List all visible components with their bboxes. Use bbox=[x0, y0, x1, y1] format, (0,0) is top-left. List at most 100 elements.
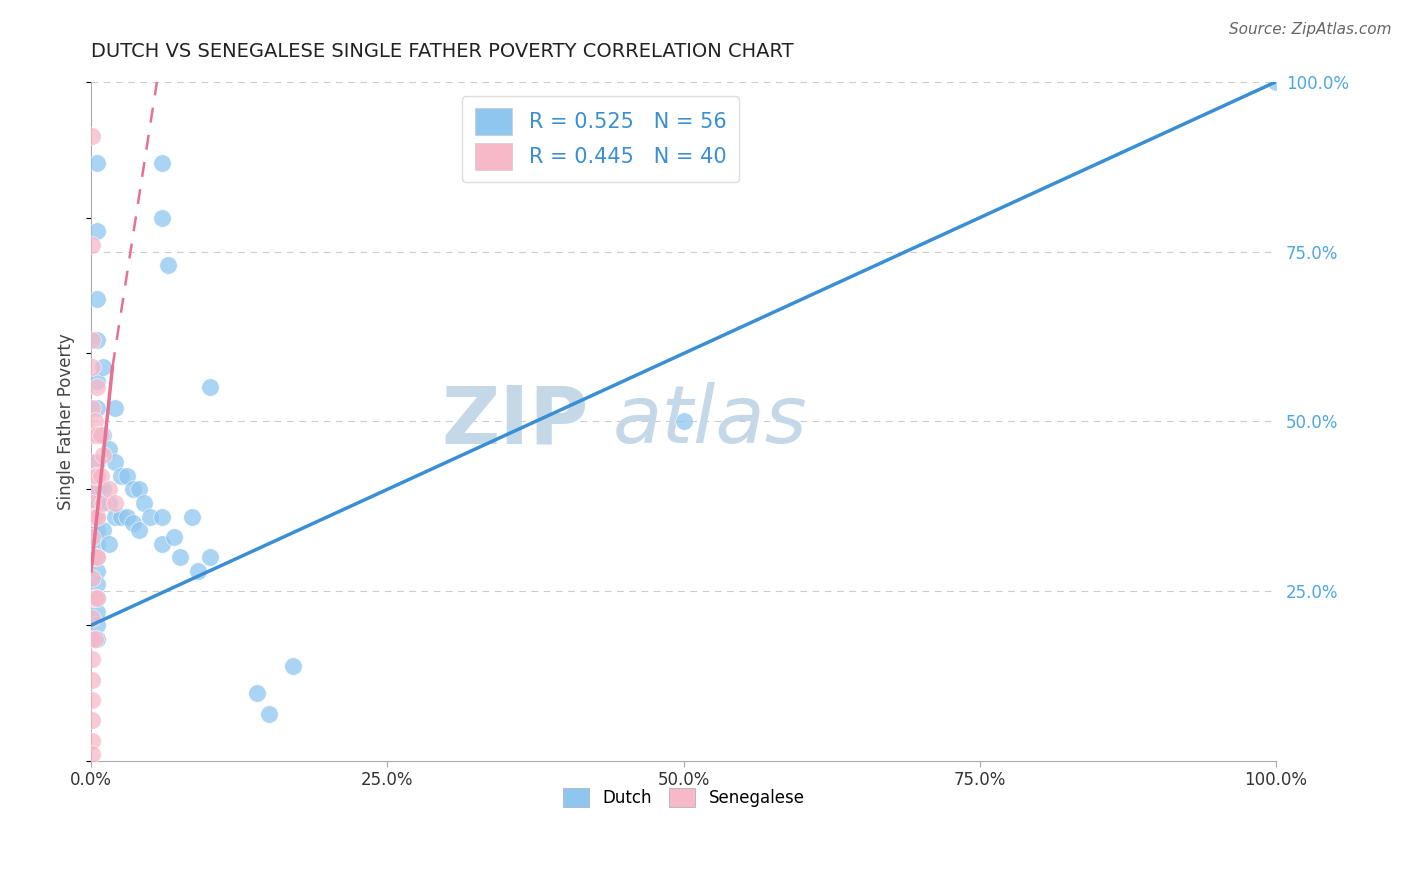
Point bbox=[91, 483, 114, 497]
Point bbox=[110, 509, 132, 524]
Point bbox=[150, 211, 173, 225]
Point bbox=[83, 632, 105, 646]
Point bbox=[115, 468, 138, 483]
Point bbox=[198, 550, 221, 565]
Point bbox=[86, 428, 108, 442]
Point bbox=[86, 509, 108, 524]
Point bbox=[86, 496, 108, 510]
Point bbox=[86, 428, 108, 442]
Point bbox=[90, 428, 112, 442]
Text: atlas: atlas bbox=[613, 383, 807, 460]
Point bbox=[128, 483, 150, 497]
Point bbox=[82, 632, 104, 646]
Point bbox=[86, 591, 108, 605]
Point bbox=[86, 468, 108, 483]
Point bbox=[86, 401, 108, 415]
Point bbox=[91, 523, 114, 537]
Point bbox=[82, 401, 104, 415]
Point bbox=[134, 496, 156, 510]
Point bbox=[82, 509, 104, 524]
Point bbox=[82, 428, 104, 442]
Point bbox=[257, 706, 280, 721]
Text: DUTCH VS SENEGALESE SINGLE FATHER POVERTY CORRELATION CHART: DUTCH VS SENEGALESE SINGLE FATHER POVERT… bbox=[91, 42, 794, 61]
Point bbox=[86, 523, 108, 537]
Point bbox=[121, 483, 143, 497]
Point bbox=[82, 733, 104, 747]
Point bbox=[150, 509, 173, 524]
Point bbox=[86, 374, 108, 388]
Point bbox=[115, 509, 138, 524]
Point bbox=[86, 509, 108, 524]
Point bbox=[86, 224, 108, 238]
Point bbox=[83, 468, 105, 483]
Point bbox=[86, 618, 108, 632]
Point bbox=[86, 564, 108, 578]
Point bbox=[82, 673, 104, 687]
Point bbox=[86, 550, 108, 565]
Point bbox=[104, 455, 127, 469]
Point bbox=[82, 591, 104, 605]
Point bbox=[150, 537, 173, 551]
Point bbox=[86, 550, 108, 565]
Point bbox=[82, 129, 104, 144]
Point bbox=[82, 693, 104, 707]
Point bbox=[83, 414, 105, 428]
Point bbox=[86, 292, 108, 306]
Point bbox=[82, 652, 104, 666]
Point bbox=[104, 496, 127, 510]
Point bbox=[110, 468, 132, 483]
Point bbox=[86, 591, 108, 605]
Point bbox=[281, 659, 304, 673]
Point bbox=[139, 509, 162, 524]
Point bbox=[82, 483, 104, 497]
Point bbox=[121, 516, 143, 531]
Point bbox=[86, 333, 108, 347]
Point bbox=[672, 414, 695, 428]
Point bbox=[104, 509, 127, 524]
Point bbox=[198, 380, 221, 394]
Point bbox=[97, 537, 120, 551]
Point bbox=[86, 577, 108, 591]
Point bbox=[91, 496, 114, 510]
Point bbox=[91, 449, 114, 463]
Point bbox=[187, 564, 209, 578]
Point bbox=[86, 455, 108, 469]
Point bbox=[86, 537, 108, 551]
Point bbox=[86, 156, 108, 170]
Point bbox=[91, 360, 114, 375]
Point bbox=[82, 455, 104, 469]
Point bbox=[157, 258, 180, 272]
Point bbox=[82, 496, 104, 510]
Point bbox=[150, 156, 173, 170]
Point bbox=[90, 468, 112, 483]
Point bbox=[97, 483, 120, 497]
Point bbox=[82, 550, 104, 565]
Point bbox=[83, 550, 105, 565]
Point bbox=[86, 632, 108, 646]
Point bbox=[180, 509, 202, 524]
Point bbox=[246, 686, 269, 700]
Point bbox=[82, 747, 104, 762]
Legend: Dutch, Senegalese: Dutch, Senegalese bbox=[555, 781, 811, 814]
Y-axis label: Single Father Poverty: Single Father Poverty bbox=[58, 333, 75, 510]
Point bbox=[82, 360, 104, 375]
Point bbox=[82, 333, 104, 347]
Point bbox=[82, 237, 104, 252]
Point bbox=[83, 591, 105, 605]
Point bbox=[86, 605, 108, 619]
Point bbox=[82, 611, 104, 625]
Point bbox=[91, 428, 114, 442]
Point bbox=[82, 530, 104, 544]
Point bbox=[128, 523, 150, 537]
Point bbox=[104, 401, 127, 415]
Point bbox=[1265, 75, 1288, 89]
Text: ZIP: ZIP bbox=[441, 383, 589, 460]
Point bbox=[86, 380, 108, 394]
Point bbox=[83, 509, 105, 524]
Point bbox=[82, 571, 104, 585]
Text: Source: ZipAtlas.com: Source: ZipAtlas.com bbox=[1229, 22, 1392, 37]
Point bbox=[163, 530, 186, 544]
Point bbox=[82, 714, 104, 728]
Point bbox=[86, 483, 108, 497]
Point bbox=[97, 496, 120, 510]
